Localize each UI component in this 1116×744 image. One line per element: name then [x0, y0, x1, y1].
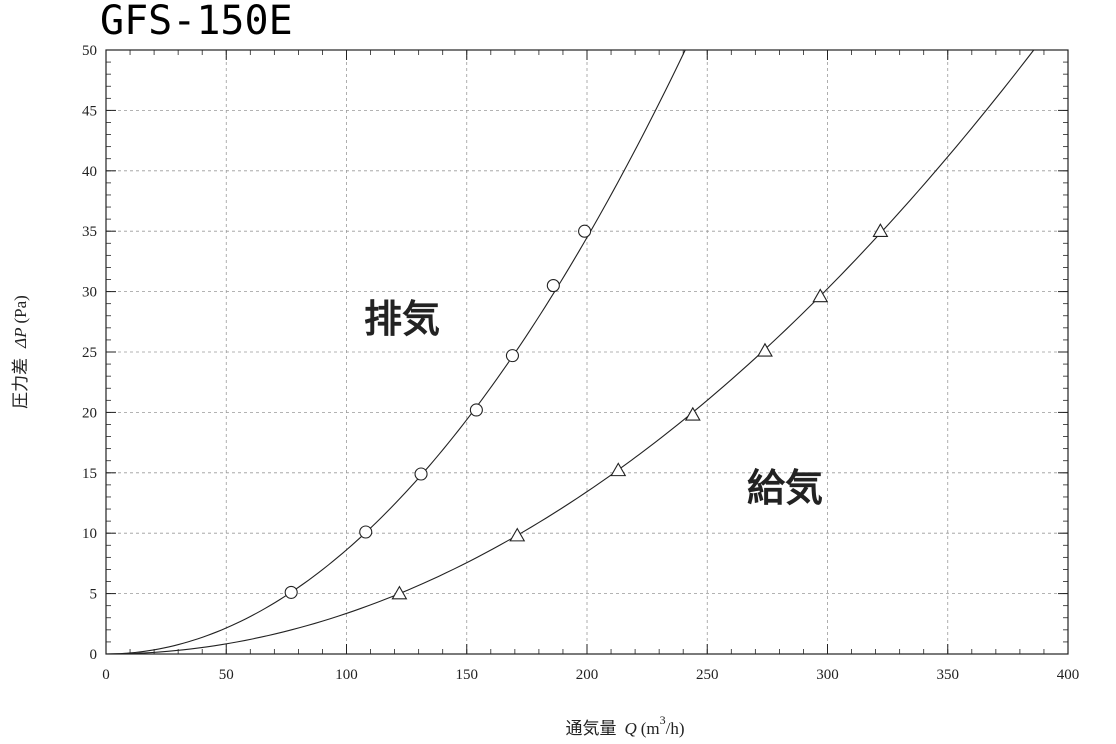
data-point-exhaust — [469, 403, 483, 417]
y-tick-label: 40 — [82, 164, 97, 180]
chart-title: GFS-150E — [100, 0, 293, 44]
data-point-supply — [610, 462, 627, 477]
y-tick-label: 50 — [82, 43, 97, 59]
y-axis-label-var: ΔP — [11, 327, 30, 348]
data-point-exhaust — [359, 525, 373, 539]
data-point-exhaust — [578, 224, 592, 238]
data-point-supply — [684, 406, 701, 421]
data-point-supply — [812, 288, 829, 303]
axis-ticks — [105, 49, 1069, 655]
x-tick-label: 150 — [456, 667, 479, 683]
y-tick-label: 25 — [82, 345, 97, 361]
data-point-supply — [872, 223, 889, 237]
x-tick-label: 250 — [696, 667, 719, 683]
x-tick-label: 0 — [102, 667, 110, 683]
x-tick-label: 300 — [816, 667, 839, 683]
y-tick-label: 30 — [82, 285, 97, 301]
x-tick-label: 200 — [576, 667, 599, 683]
x-axis-label: 通気量 Q (m3/h) — [565, 713, 684, 738]
data-point-exhaust — [546, 279, 560, 293]
x-axis-label-prefix: 通気量 — [565, 719, 616, 738]
series-label-exhaust: 排気 — [364, 297, 440, 341]
x-axis-label-unit-open: (m — [641, 719, 660, 738]
data-point-exhaust — [414, 467, 428, 481]
x-axis-label-unit-sup: 3 — [660, 713, 666, 727]
data-point-exhaust — [284, 585, 298, 599]
y-tick-label: 0 — [90, 647, 98, 663]
x-tick-label: 50 — [219, 667, 234, 683]
data-point-supply — [757, 342, 773, 357]
y-tick-label: 45 — [82, 103, 97, 119]
data-point-exhaust — [505, 349, 519, 363]
x-tick-label: 100 — [335, 667, 358, 683]
x-axis-label-unit-close: /h) — [666, 719, 685, 738]
y-axis-label: 圧力差 ΔP (Pa) — [11, 295, 30, 409]
y-axis-label-prefix: 圧力差 — [11, 358, 30, 409]
x-tick-label: 350 — [937, 667, 960, 683]
x-tick-label: 400 — [1057, 667, 1080, 683]
series-label-supply: 給気 — [747, 466, 823, 510]
y-tick-label: 20 — [82, 405, 97, 421]
data-point-supply — [509, 527, 526, 542]
x-axis-label-var: Q — [624, 719, 636, 738]
data-markers — [284, 223, 889, 600]
y-tick-label: 35 — [82, 224, 97, 240]
y-axis-label-unit: (Pa) — [11, 295, 30, 323]
y-tick-label: 10 — [82, 526, 97, 542]
tick-labels: 0 50 100 150 200 250 300 350 400 0 5 10 15 20 25 30 35 40… — [82, 43, 1079, 683]
y-tick-label: 5 — [90, 587, 98, 603]
data-point-supply — [391, 585, 408, 600]
grid-layer — [106, 50, 1068, 654]
y-tick-label: 15 — [82, 466, 97, 482]
